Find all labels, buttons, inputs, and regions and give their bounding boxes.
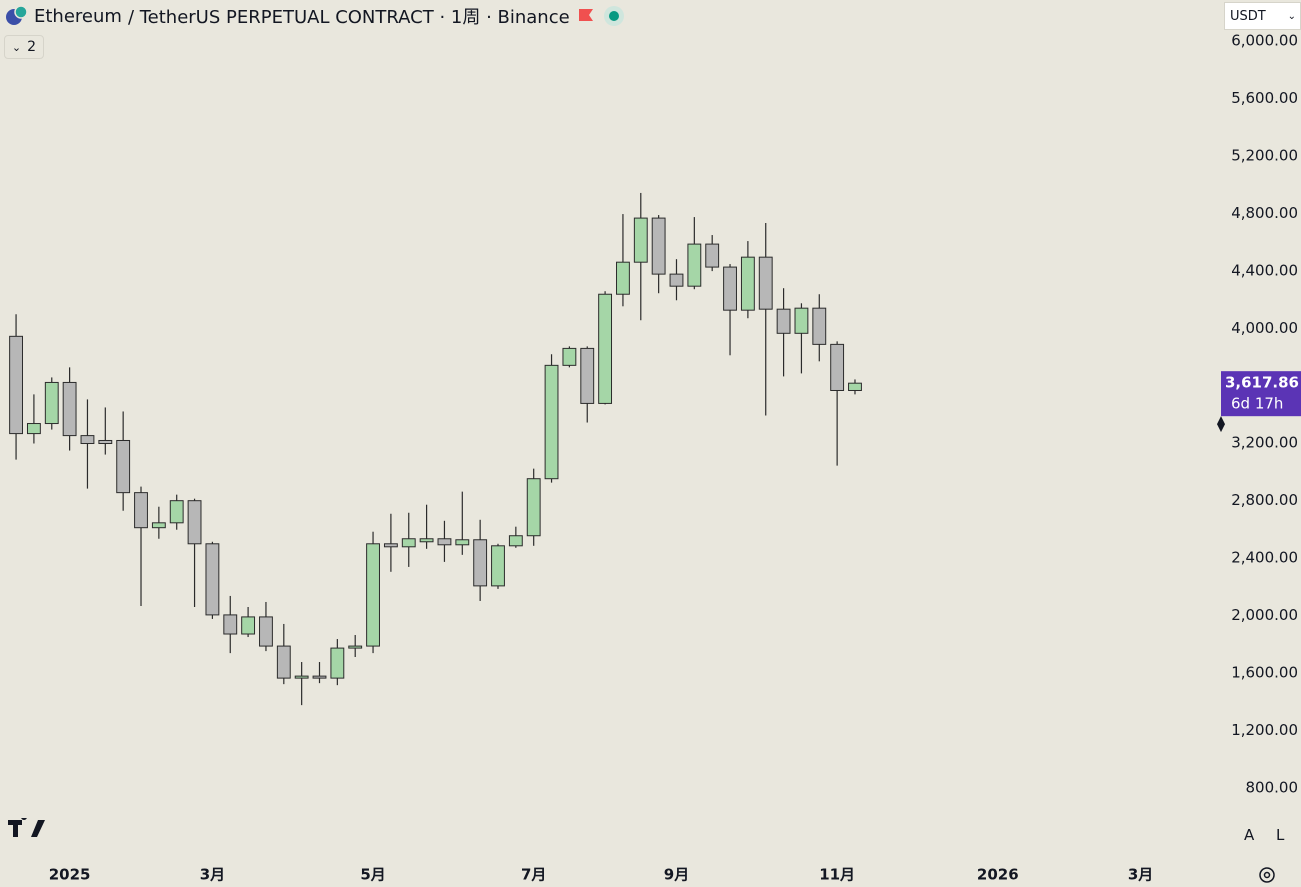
candle-body	[740, 256, 755, 311]
x-tick-label: 2026	[977, 866, 1019, 884]
x-tick-label: 2025	[49, 866, 91, 884]
candle-body	[616, 261, 630, 295]
y-tick-label: 6,000.00	[1231, 31, 1298, 49]
y-tick-label: 800.00	[1246, 779, 1299, 797]
last-price-pointer	[1217, 416, 1225, 433]
y-tick-label: 5,600.00	[1231, 89, 1298, 107]
last-price-tag	[1221, 371, 1301, 417]
currency-select[interactable]: USDT ⌄	[1224, 2, 1301, 30]
tv-logo	[8, 818, 45, 837]
candle-body	[848, 382, 862, 391]
candle-body	[383, 543, 398, 548]
candle-body	[134, 492, 148, 529]
candle-body	[9, 335, 23, 435]
candle-body	[812, 307, 827, 345]
candle-body	[437, 538, 452, 546]
y-tick-label: 5,200.00	[1231, 146, 1298, 164]
indicator-count: 2	[27, 39, 37, 55]
candle-body	[312, 675, 327, 679]
candle-body	[205, 543, 220, 616]
candle-body	[508, 535, 523, 547]
candle-body	[294, 675, 309, 679]
currency-label: USDT	[1230, 8, 1266, 24]
y-tick-label: 4,800.00	[1231, 204, 1298, 222]
candle-body	[419, 538, 434, 543]
last-price-label: 3,617.86	[1225, 374, 1299, 392]
candle-body	[794, 307, 809, 334]
candle-body	[455, 539, 470, 546]
candle-body	[98, 439, 113, 445]
x-tick-label: 9月	[664, 866, 689, 884]
candle-body	[544, 364, 559, 480]
candle-body	[758, 256, 773, 310]
y-tick-label: 4,000.00	[1231, 319, 1298, 337]
y-tick-label: 1,200.00	[1231, 721, 1298, 739]
candle-body	[223, 614, 238, 635]
y-tick-label: 3,200.00	[1231, 434, 1298, 452]
y-tick-label: 2,000.00	[1231, 606, 1298, 624]
candle-body	[669, 273, 684, 287]
y-tick-label: 2,800.00	[1231, 491, 1298, 509]
candle-body	[526, 478, 541, 537]
candle-body	[705, 243, 720, 268]
indicators-toggle[interactable]: ⌄ 2	[4, 35, 44, 59]
y-tick-label: 1,600.00	[1231, 664, 1298, 682]
candle-body	[80, 435, 95, 445]
candle-body	[330, 647, 345, 679]
symbol-name[interactable]: Ethereum	[34, 5, 122, 27]
candle-body	[241, 616, 256, 635]
symbol-logo	[6, 5, 28, 25]
candle-body	[723, 266, 737, 311]
auto-scale-button[interactable]: A	[1244, 826, 1255, 844]
candle-body	[401, 538, 416, 548]
flag-icon[interactable]	[576, 6, 596, 26]
candle-body	[776, 308, 791, 334]
candle-body	[651, 217, 666, 275]
candle-body	[348, 645, 363, 649]
y-tick-label: 2,400.00	[1231, 549, 1298, 567]
y-tick-label: 4,400.00	[1231, 261, 1298, 279]
x-tick-label: 7月	[521, 866, 546, 884]
countdown-label: 6d 17h	[1231, 395, 1283, 413]
candle-body	[276, 645, 291, 679]
x-tick-label: 11月	[819, 866, 855, 884]
candle-body	[26, 423, 41, 435]
market-status[interactable]	[602, 4, 626, 28]
candle-body	[259, 616, 273, 647]
candle-body	[491, 545, 505, 587]
candle-body	[187, 500, 202, 545]
symbol-description[interactable]: / TetherUS PERPETUAL CONTRACT · 1周 · Bin…	[127, 7, 570, 28]
candle-body	[116, 439, 131, 494]
x-tick-label: 3月	[1128, 866, 1153, 884]
candle-body	[169, 500, 184, 524]
candle-body	[473, 539, 488, 587]
settings-icon[interactable]	[1255, 863, 1279, 887]
candle-body	[562, 347, 577, 366]
candle-body	[598, 293, 613, 404]
candle-body	[633, 217, 648, 263]
candle-body	[687, 243, 702, 287]
candle-body	[62, 381, 77, 437]
candle-body	[580, 347, 595, 404]
candle-body	[44, 381, 59, 425]
x-tick-label: 5月	[360, 866, 385, 884]
chart-header: Ethereum / TetherUS PERPETUAL CONTRACT ·…	[4, 3, 626, 29]
log-scale-button[interactable]: L	[1276, 826, 1285, 844]
candle-body	[366, 543, 380, 647]
x-tick-label: 3月	[200, 866, 225, 884]
candle-body	[830, 343, 845, 391]
candle-body	[151, 522, 166, 529]
